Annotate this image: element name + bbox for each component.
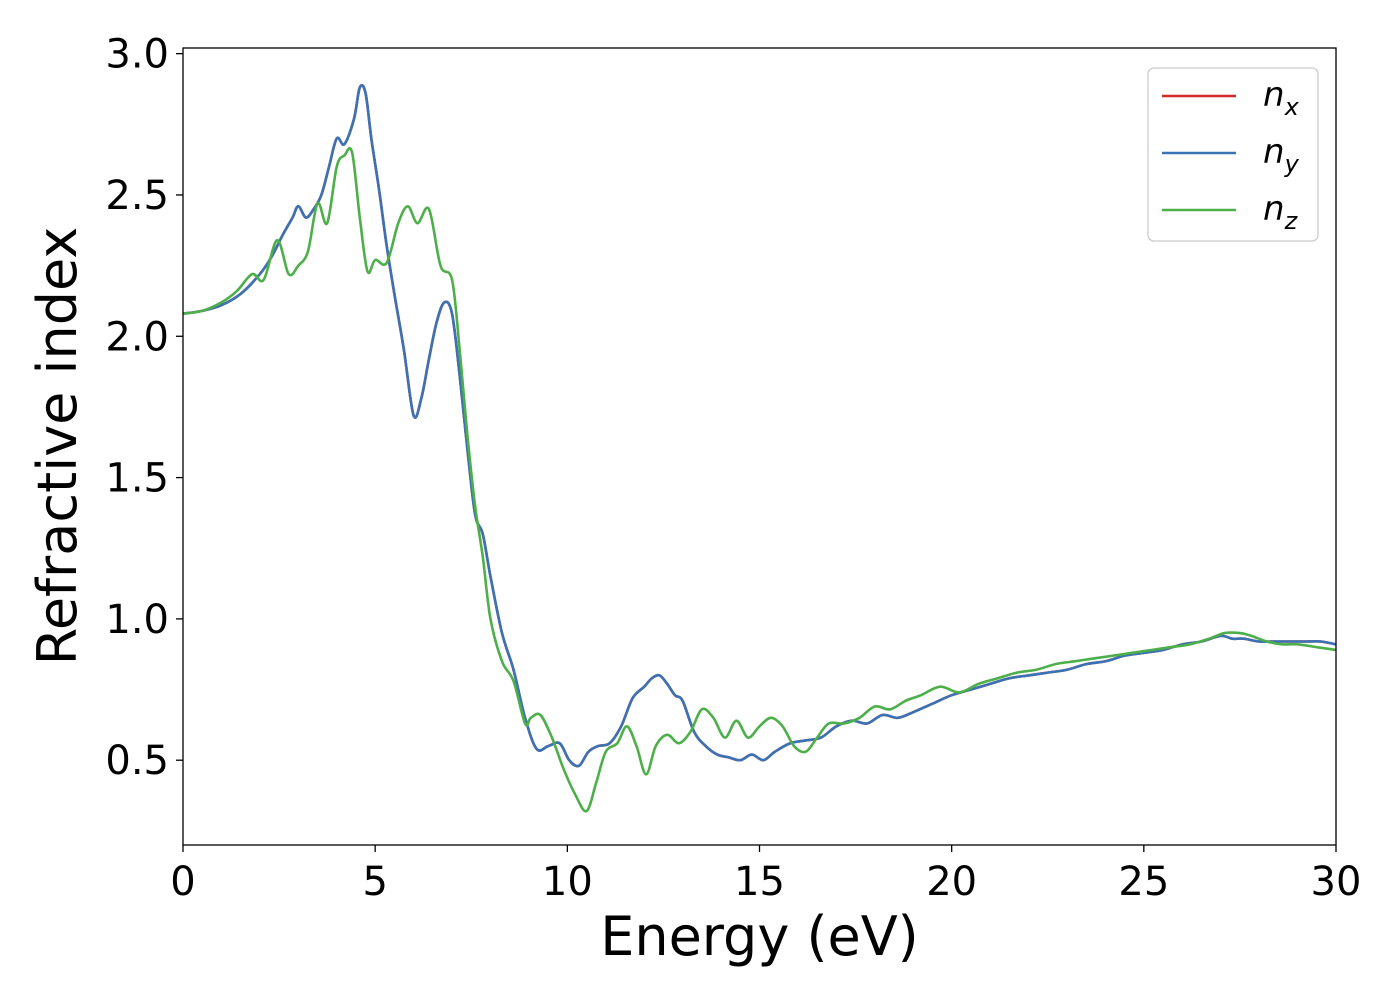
ticks-layer: 0 5 10 15 20 25 30 0.5 1.0 1.5 2.0 2.5 3.0 bbox=[105, 32, 1361, 905]
y-axis-label: Refractive index bbox=[26, 227, 89, 666]
x-tick-label: 20 bbox=[926, 859, 977, 905]
x-tick-label: 15 bbox=[734, 859, 785, 905]
x-tick-label: 30 bbox=[1311, 859, 1362, 905]
y-tick-label: 1.0 bbox=[105, 597, 169, 643]
x-tick-label: 10 bbox=[542, 859, 593, 905]
y-tick-label: 1.5 bbox=[105, 456, 169, 502]
y-tick-label: 0.5 bbox=[105, 738, 169, 784]
legend-label-x: nx bbox=[1263, 75, 1300, 121]
y-tick-label: 2.0 bbox=[105, 314, 169, 360]
series-layer bbox=[183, 83, 1336, 813]
y-tick-label: 3.0 bbox=[105, 32, 169, 78]
x-axis-label: Energy (eV) bbox=[600, 905, 919, 968]
series-line-y bbox=[183, 83, 1336, 768]
series-line-z bbox=[183, 146, 1336, 813]
legend: nx ny nz bbox=[1147, 67, 1319, 242]
legend-label-z: nz bbox=[1263, 189, 1299, 235]
y-tick-label: 2.5 bbox=[105, 173, 169, 219]
x-tick-label: 25 bbox=[1118, 859, 1169, 905]
x-tick-label: 0 bbox=[170, 859, 195, 905]
x-tick-label: 5 bbox=[362, 859, 387, 905]
legend-frame bbox=[1147, 67, 1319, 242]
legend-label-y: ny bbox=[1263, 132, 1300, 178]
